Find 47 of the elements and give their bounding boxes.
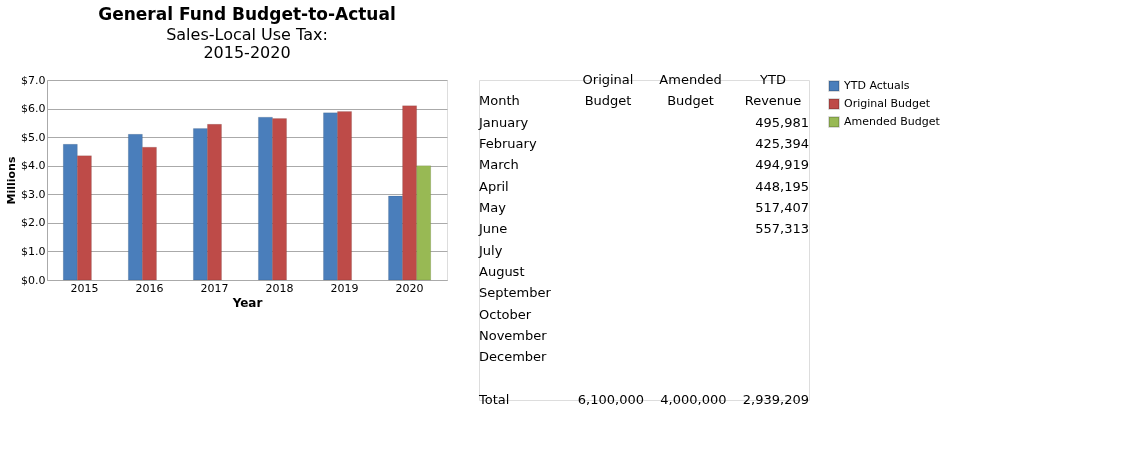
- y-axis-title: Millions: [5, 156, 19, 205]
- category-label: February: [479, 136, 537, 151]
- category-label: July: [478, 242, 503, 258]
- category-label: March: [479, 157, 519, 173]
- data-label: 557,313: [755, 221, 809, 237]
- chart-subtitle: Sales-Local Use Tax: 2015-2020: [166, 25, 328, 62]
- data-label: 6,100,000: [577, 392, 644, 407]
- x-tick-label: 2020: [395, 281, 424, 295]
- x-axis-title: Year: [231, 295, 263, 310]
- data-label: 495,981: [755, 114, 809, 130]
- y-tick-label: $0.0: [21, 273, 46, 287]
- y-tick-label: $6.0: [21, 102, 46, 116]
- data-label: 4,000,000: [660, 392, 727, 407]
- y-tick-label: $3.0: [21, 187, 46, 201]
- text: Month: [479, 93, 520, 109]
- text: Amended Budget: [659, 72, 722, 109]
- x-tick-label: 2016: [135, 281, 164, 295]
- category-label: April: [479, 178, 509, 194]
- x-tick-label: 2018: [265, 281, 294, 295]
- category-label: January: [478, 114, 529, 130]
- data-label: 517,407: [755, 200, 809, 215]
- y-tick-label: $1.0: [21, 244, 46, 258]
- text: Original Budget: [582, 72, 634, 109]
- data-label: 494,919: [755, 157, 809, 173]
- chart-title: General Fund Budget-to-Actual: [98, 4, 396, 24]
- category-label: November: [479, 328, 548, 343]
- category-label: May: [479, 200, 507, 215]
- data-label: 425,394: [755, 136, 809, 151]
- category-label: September: [479, 285, 552, 301]
- data-label: 2,939,209: [742, 392, 809, 407]
- category-label: December: [479, 349, 548, 365]
- data-label: 448,195: [755, 178, 809, 194]
- category-label: October: [479, 306, 532, 322]
- legend-label: Original Budget: [844, 97, 931, 110]
- x-tick-label: 2019: [330, 281, 359, 295]
- category-label: August: [479, 264, 525, 279]
- legend-label: Amended Budget: [844, 115, 941, 128]
- x-tick-label: 2015: [70, 281, 99, 295]
- y-tick-label: $7.0: [21, 73, 46, 87]
- category-label: Total: [478, 392, 510, 407]
- y-tick-label: $4.0: [21, 159, 46, 173]
- y-tick-label: $2.0: [21, 216, 46, 230]
- x-tick-label: 2017: [200, 281, 229, 295]
- legend-label: YTD Actuals: [843, 79, 910, 92]
- text: YTD Revenue: [744, 72, 802, 109]
- y-tick-label: $5.0: [21, 130, 46, 144]
- category-label: June: [478, 221, 508, 237]
